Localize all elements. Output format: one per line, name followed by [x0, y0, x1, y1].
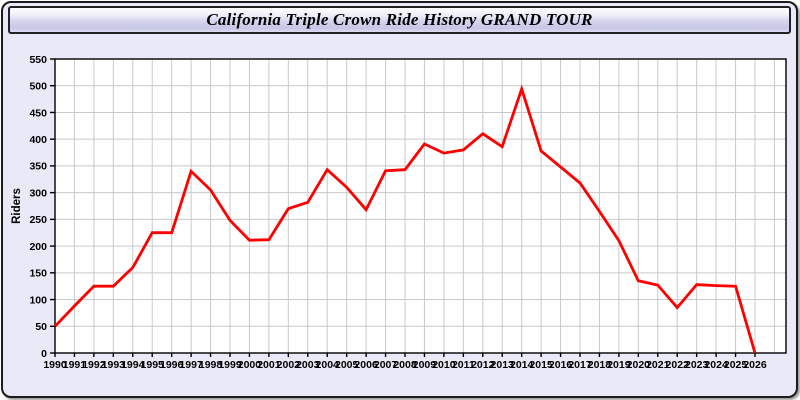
x-axis-tick-label: 2000: [238, 359, 262, 371]
x-axis-tick-label: 2015: [529, 359, 553, 371]
x-axis-tick-label: 1990: [43, 359, 67, 371]
x-axis-tick-label: 2016: [549, 359, 573, 371]
plot-border: [54, 58, 787, 354]
y-axis-tick-label: 100: [29, 294, 47, 306]
y-axis-tick-label: 200: [29, 241, 47, 253]
y-axis-tick-label: 450: [29, 107, 47, 119]
x-axis-tick-label: 2022: [666, 359, 690, 371]
title-bar: California Triple Crown Ride History GRA…: [8, 6, 791, 34]
plot-area: [55, 59, 786, 353]
y-axis-tick-label: 550: [29, 54, 47, 66]
x-axis-tick-label: 1998: [199, 359, 223, 371]
x-axis-tick-label: 2013: [491, 359, 515, 371]
x-axis-tick-label: 2002: [277, 359, 301, 371]
y-axis-tick-label: 50: [35, 321, 47, 333]
x-axis-tick-label: 2012: [471, 359, 495, 371]
x-axis-tick-label: 1994: [121, 359, 145, 371]
y-axis-tick-label: 500: [29, 81, 47, 93]
y-axis-title: Riders: [11, 188, 23, 224]
x-axis-tick-label: 1993: [102, 359, 126, 371]
x-axis-tick-label: 2025: [724, 359, 748, 371]
y-axis-tick-label: 400: [29, 134, 47, 146]
y-axis-tick-label: 0: [41, 348, 47, 360]
x-axis-tick-label: 2006: [354, 359, 378, 371]
page-title: California Triple Crown Ride History GRA…: [206, 10, 593, 29]
x-axis-tick-label: 2020: [627, 359, 651, 371]
x-axis-tick-label: 2021: [646, 359, 670, 371]
x-axis-tick-label: 2008: [393, 359, 417, 371]
x-axis-tick-label: 2001: [257, 359, 281, 371]
x-axis-tick-label: 2014: [510, 359, 534, 371]
x-axis-tick-label: 2023: [685, 359, 709, 371]
x-axis-tick-label: 2010: [432, 359, 456, 371]
x-axis-tick-label: 1996: [160, 359, 184, 371]
x-axis-tick-label: 2026: [743, 359, 767, 371]
x-axis-tick-label: 2017: [568, 359, 592, 371]
x-axis-tick-label: 1999: [218, 359, 242, 371]
y-axis-tick-label: 150: [29, 268, 47, 280]
series-line-riders: [53, 84, 757, 354]
x-axis-tick-label: 2018: [588, 359, 612, 371]
x-axis-tick-label: 2007: [374, 359, 398, 371]
x-axis-tick-label: 2003: [296, 359, 320, 371]
x-axis-tick-label: 2024: [704, 359, 728, 371]
x-axis-tick-label: 2004: [316, 359, 340, 371]
x-axis-tick-label: 1991: [63, 359, 87, 371]
x-axis-tick-label: 2011: [452, 359, 475, 371]
x-axis-tick-label: 2009: [413, 359, 437, 371]
x-axis-tick-label: 1997: [179, 359, 203, 371]
x-axis-tick-label: 2019: [607, 359, 631, 371]
x-axis-tick-label: 2005: [335, 359, 359, 371]
x-axis-tick-label: 1995: [141, 359, 165, 371]
y-axis-tick-label: 350: [29, 161, 47, 173]
y-axis-tick-label: 250: [29, 214, 47, 226]
x-axis-tick-label: 1992: [82, 359, 106, 371]
y-axis-tick-label: 300: [29, 187, 47, 199]
